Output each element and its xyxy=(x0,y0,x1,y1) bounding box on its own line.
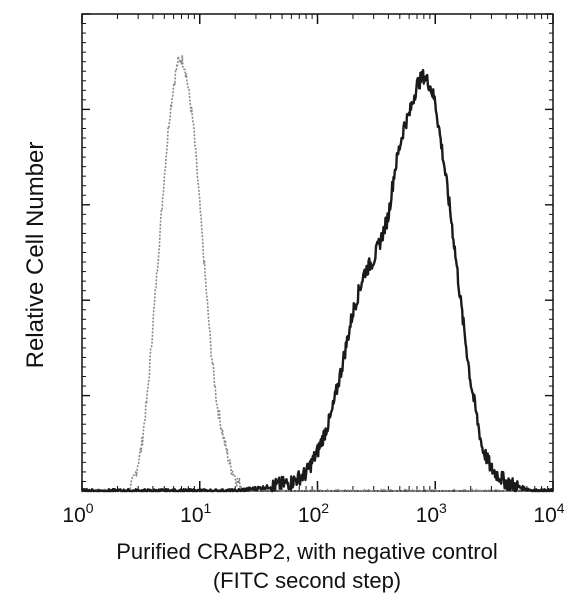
x-tick-label: 103 xyxy=(416,500,447,527)
x-tick-label: 104 xyxy=(533,500,564,527)
plot-frame-group xyxy=(81,13,554,492)
histogram-series xyxy=(81,54,554,493)
plot-frame xyxy=(81,13,554,492)
x-axis-label-line1: Purified CRABP2, with negative control xyxy=(116,539,498,564)
x-axis-label-line2: (FITC second step) xyxy=(213,568,401,593)
x-tick-label: 101 xyxy=(180,500,211,527)
y-axis-ticks xyxy=(82,13,553,492)
negative-control-histogram-line xyxy=(81,54,554,492)
crabp2-histogram-line xyxy=(81,68,554,493)
y-axis-label: Relative Cell Number xyxy=(22,142,49,369)
x-axis-tick-labels: 100 101 102 103 104 xyxy=(62,500,564,527)
x-tick-label: 102 xyxy=(298,500,329,527)
x-tick-label: 100 xyxy=(62,500,93,527)
x-axis-ticks xyxy=(81,14,554,491)
